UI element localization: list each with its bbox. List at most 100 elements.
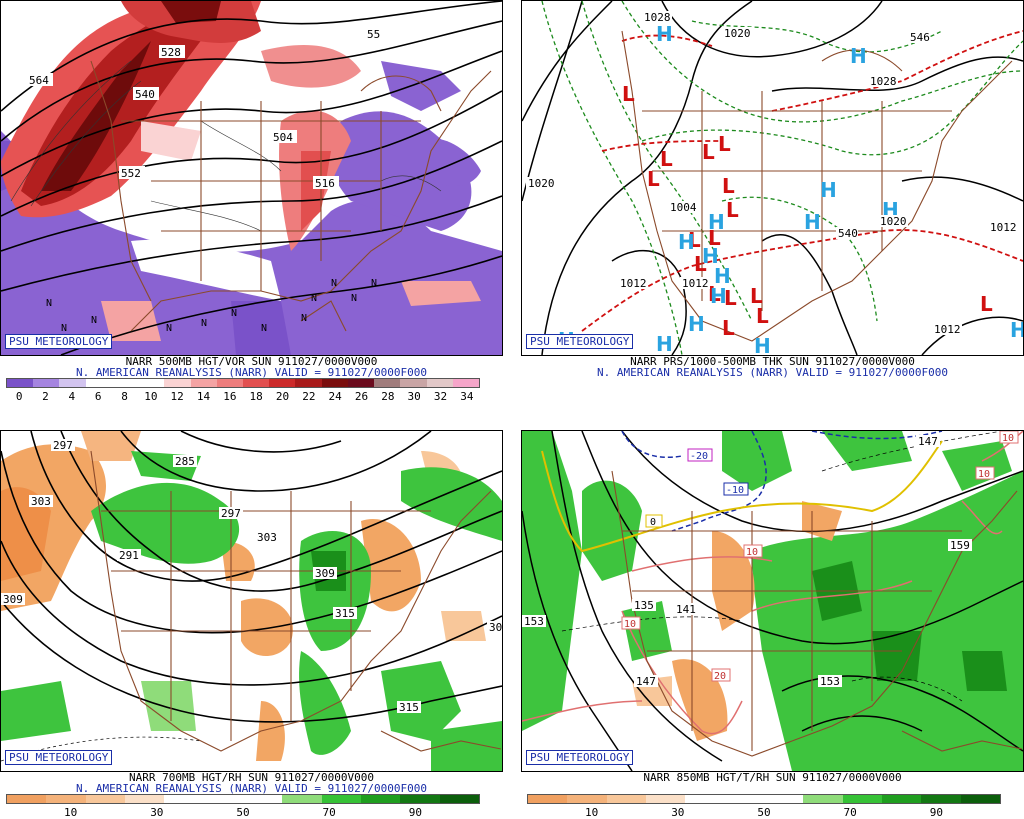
temperature-label: 10: [978, 469, 990, 480]
contour-label: 315: [399, 701, 419, 714]
svg-text:N: N: [311, 293, 317, 304]
colorbar-swatch: [360, 795, 401, 803]
svg-text:H: H: [678, 230, 695, 254]
contour-label: 1004: [670, 201, 697, 214]
svg-text:L: L: [722, 174, 735, 198]
caption-line-2: N. AMERICAN REANALYSIS (NARR) VALID = 91…: [76, 782, 427, 795]
colorbar-swatch: [606, 795, 646, 803]
contour-label: 291: [119, 549, 139, 562]
svg-text:L: L: [980, 292, 993, 316]
colorbar-swatch: [400, 379, 427, 387]
contour-label: 309: [315, 567, 335, 580]
colorbar-tick: 26: [354, 390, 369, 403]
contour-label: 309: [3, 593, 23, 606]
svg-text:N: N: [231, 308, 237, 319]
colorbar-swatch: [85, 379, 112, 387]
colorbar-swatch: [242, 379, 270, 387]
rh-colorbar-ticks: 10 30 50 70 90: [527, 806, 1001, 819]
colorbar-tick: 50: [236, 806, 250, 819]
svg-text:N: N: [61, 323, 67, 334]
colorbar-tick: 30: [407, 390, 421, 403]
svg-text:N: N: [301, 313, 307, 324]
colorbar-swatch: [426, 379, 453, 387]
vorticity-colorbar: [6, 378, 480, 388]
contour-label: 147: [636, 675, 656, 688]
contour-label: 1028: [870, 75, 897, 88]
rh-colorbar: [6, 794, 480, 804]
contour-label: 153: [524, 615, 544, 628]
contour-label: 1020: [724, 27, 751, 40]
svg-text:L: L: [724, 286, 737, 310]
contour-label: 141: [676, 603, 696, 616]
colorbar-tick: 6: [94, 390, 102, 403]
svg-text:N: N: [91, 315, 97, 326]
panel-700mb-humidity: 297 285 303 297 303 291 309 309 315 315 …: [0, 430, 503, 819]
colorbar-swatch: [190, 379, 217, 387]
contour-label: 1012: [990, 221, 1017, 234]
panel-caption: NARR 850MB HGT/T/RH SUN 911027/0000V000: [521, 772, 1024, 783]
colorbar-swatch: [282, 795, 322, 803]
contour-label: 297: [53, 439, 73, 452]
colorbar-swatch: [7, 379, 34, 387]
colorbar-swatch: [7, 795, 47, 803]
colorbar-tick: 70: [843, 806, 857, 819]
svg-text:L: L: [702, 140, 715, 164]
colorbar-swatch: [46, 795, 86, 803]
svg-text:H: H: [714, 264, 731, 288]
svg-text:N: N: [331, 278, 337, 289]
colorbar-tick: 10: [585, 806, 599, 819]
contour-label: 153: [820, 675, 840, 688]
colorbar-tick: 34: [460, 390, 474, 403]
contour-label: 1028: [644, 11, 671, 24]
colorbar-tick: 32: [433, 390, 448, 403]
contour-label: 147: [918, 435, 938, 448]
colorbar-swatch: [724, 795, 764, 803]
colorbar-tick: 10: [144, 390, 158, 403]
svg-text:L: L: [726, 198, 739, 222]
contour-label: 1020: [528, 177, 555, 190]
svg-text:L: L: [688, 228, 701, 252]
colorbar-swatch: [295, 379, 322, 387]
contour-label: 1012: [620, 277, 647, 290]
contour-label: 297: [221, 507, 241, 520]
svg-text:H: H: [820, 178, 837, 202]
colorbar-swatch: [321, 795, 361, 803]
vorticity-colorbar-ticks: 0 2 4 6 8 10 12 14 16 18 20 22 24 26 28 30 32 34: [6, 390, 480, 403]
temperature-850-map: 147 159 153 141 135 153 147 -20 -10 0 10…: [521, 430, 1024, 772]
colorbar-swatch: [269, 379, 296, 387]
contour-label: 1020: [880, 215, 907, 228]
colorbar-swatch: [124, 795, 165, 803]
temperature-label: -20: [690, 451, 708, 462]
psu-meteorology-badge: PSU METEOROLOGY: [526, 334, 634, 349]
colorbar-swatch: [164, 795, 204, 803]
caption-line-1: NARR 850MB HGT/T/RH SUN 911027/0000V000: [643, 771, 902, 784]
svg-text:L: L: [694, 252, 707, 276]
colorbar-tick: 28: [381, 390, 395, 403]
panel-caption: NARR 500MB HGT/VOR SUN 911027/0000V000 N…: [0, 356, 503, 378]
colorbar-tick: 4: [68, 390, 76, 403]
temperature-label: 0: [650, 517, 656, 528]
panel-850mb-temperature-humidity: 147 159 153 141 135 153 147 -20 -10 0 10…: [521, 430, 1024, 819]
colorbar-swatch: [59, 379, 86, 387]
contour-label: 315: [335, 607, 355, 620]
contour-label: 552: [121, 167, 141, 180]
colorbar-tick: 10: [64, 806, 78, 819]
vor-purple-west: [1, 131, 502, 355]
svg-text:H: H: [656, 332, 673, 355]
colorbar-swatch: [347, 379, 375, 387]
colorbar-swatch: [85, 795, 125, 803]
contour-label: 528: [161, 46, 181, 59]
panel-caption: NARR PRS/1000-500MB THK SUN 911027/0000V…: [521, 356, 1024, 378]
svg-text:L: L: [708, 226, 721, 250]
caption-line-2: N. AMERICAN REANALYSIS (NARR) VALID = 91…: [76, 366, 427, 379]
svg-text:H: H: [688, 312, 705, 336]
temperature-label: 20: [714, 671, 726, 682]
colorbar-tick: 12: [170, 390, 184, 403]
contour-label: 303: [31, 495, 51, 508]
colorbar-swatch: [960, 795, 1000, 803]
colorbar-tick: 24: [328, 390, 342, 403]
colorbar-swatch: [138, 379, 165, 387]
psu-meteorology-badge: PSU METEOROLOGY: [526, 750, 634, 765]
